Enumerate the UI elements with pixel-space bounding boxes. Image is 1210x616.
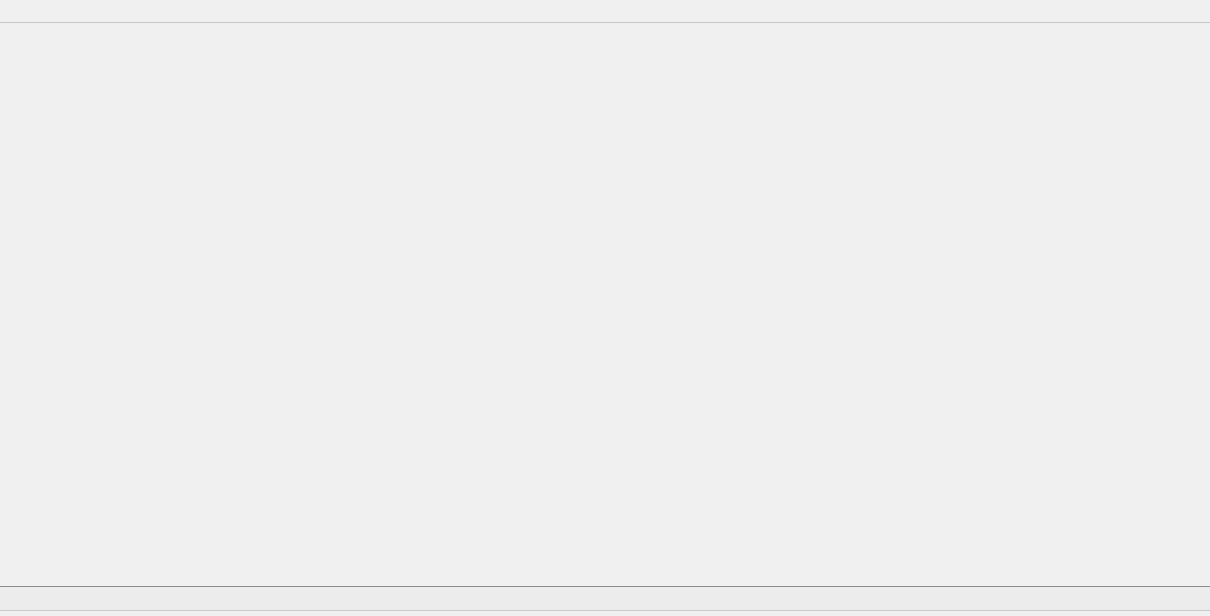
chart-tabs-bar bbox=[0, 586, 1210, 611]
timeframe-toolbar bbox=[0, 0, 1210, 23]
chart-title bbox=[8, 30, 22, 44]
chart-canvas[interactable] bbox=[0, 0, 1210, 586]
